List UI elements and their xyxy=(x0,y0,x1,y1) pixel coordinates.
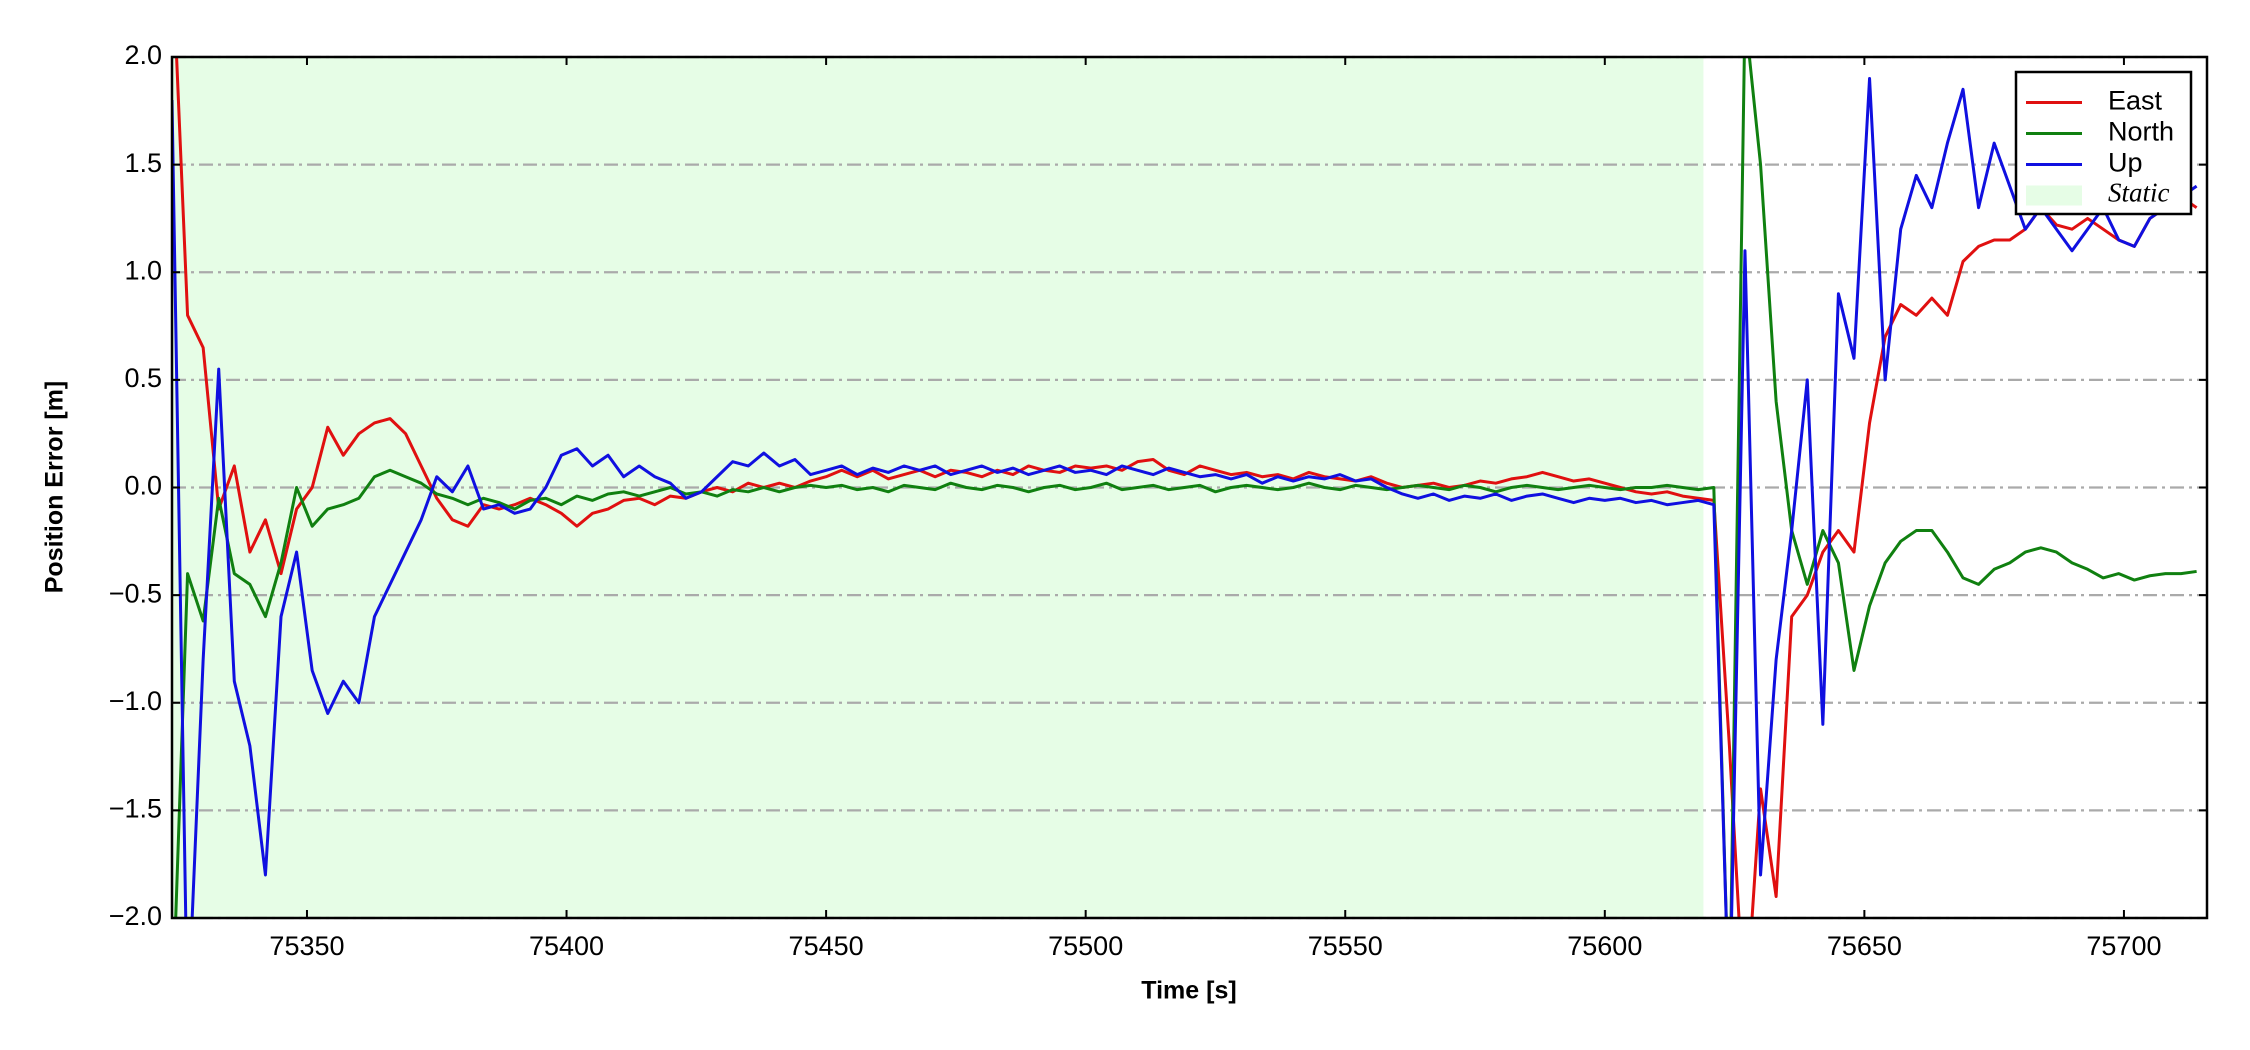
legend-swatch xyxy=(2026,185,2082,206)
y-tick-label: 1.5 xyxy=(124,148,162,178)
x-tick-label: 75400 xyxy=(529,931,604,961)
x-tick-label: 75550 xyxy=(1308,931,1383,961)
series-line xyxy=(174,57,2197,918)
legend-label: Up xyxy=(2108,148,2143,178)
y-tick-label: −2.0 xyxy=(109,901,162,931)
x-axis-label: Time [s] xyxy=(1141,977,1236,1005)
x-tick-label: 75600 xyxy=(1567,931,1642,961)
legend-label: North xyxy=(2108,117,2174,147)
x-tick-label: 75500 xyxy=(1048,931,1123,961)
legend-label: Static xyxy=(2108,178,2170,208)
x-tick-label: 75350 xyxy=(269,931,344,961)
y-tick-label: 2.0 xyxy=(124,40,162,70)
axes-layer: −2.0 −1.5 −1.0 −0.5 0.0 0.5 1.0 1.5 2.0 75350 7540… xyxy=(109,40,2207,961)
y-tick-label: 1.0 xyxy=(124,255,162,285)
y-tick-label: −0.5 xyxy=(109,578,162,608)
x-tick-label: 75650 xyxy=(1827,931,1902,961)
legend-label: East xyxy=(2108,86,2163,116)
y-tick-label: 0.0 xyxy=(124,471,162,501)
x-tick-label: 75700 xyxy=(2086,931,2161,961)
y-tick-label: 0.5 xyxy=(124,363,162,393)
y-tick-label: −1.0 xyxy=(109,686,162,716)
x-tick-label: 75450 xyxy=(789,931,864,961)
y-tick-label: −1.5 xyxy=(109,794,162,824)
lines-layer xyxy=(172,57,2198,918)
series-line xyxy=(172,77,2198,918)
y-axis-label: Position Error [m] xyxy=(41,381,69,594)
